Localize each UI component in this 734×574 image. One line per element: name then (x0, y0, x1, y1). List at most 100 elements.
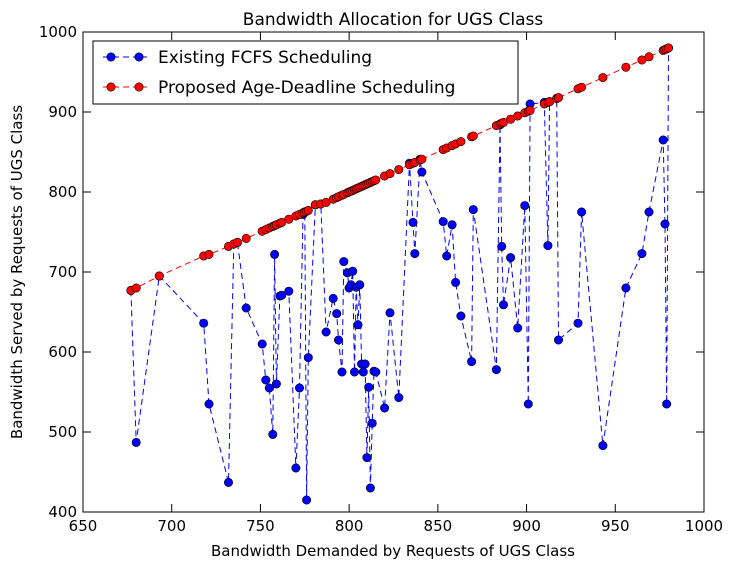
plot-series (126, 43, 673, 505)
legend-label: Existing FCFS Scheduling (158, 48, 372, 68)
data-point (577, 207, 587, 217)
data-point (241, 233, 251, 243)
data-point (270, 249, 280, 259)
legend-marker (106, 52, 116, 62)
data-point (131, 283, 141, 293)
data-point (371, 367, 381, 377)
x-tick-label: 900 (512, 517, 541, 535)
data-point (385, 169, 395, 179)
data-point (294, 383, 304, 393)
data-point (660, 219, 670, 229)
x-tick-label: 1000 (685, 517, 723, 535)
y-axis-label: Bandwidth Served by Requests of UGS Clas… (8, 105, 26, 439)
legend-item: Existing FCFS Scheduling (103, 48, 372, 68)
data-point (513, 323, 523, 333)
data-point (353, 320, 363, 330)
data-point (447, 220, 457, 230)
plot-frame (82, 31, 705, 513)
x-axis-label: Bandwidth Demanded by Requests of UGS Cl… (211, 542, 575, 560)
data-point (451, 277, 461, 287)
x-tick-label: 950 (601, 517, 630, 535)
data-point (497, 241, 507, 251)
series-fcfs (126, 43, 673, 505)
x-tick-label: 850 (424, 517, 453, 535)
y-tick-label: 900 (48, 103, 77, 121)
y-tick-label: 1000 (39, 23, 77, 41)
x-tick-label: 750 (246, 517, 275, 535)
data-point (355, 280, 365, 290)
data-point (261, 375, 271, 385)
series-line (130, 47, 669, 501)
data-point (553, 335, 563, 345)
data-point (131, 437, 141, 447)
data-point (553, 93, 563, 103)
data-point (467, 357, 477, 367)
data-point (662, 399, 672, 409)
data-point (598, 73, 608, 83)
data-point (362, 453, 372, 463)
x-tick-label: 800 (335, 517, 364, 535)
data-point (663, 43, 673, 53)
y-tick-label: 500 (48, 423, 77, 441)
legend-item: Proposed Age-Deadline Scheduling (103, 78, 455, 98)
axis-ticks: 650 700 750 800 850 900 950 1000 400 500 600 700 800… (39, 23, 723, 535)
data-point (468, 205, 478, 215)
data-point (199, 318, 209, 328)
legend-label: Proposed Age-Deadline Scheduling (158, 78, 455, 98)
data-point (456, 137, 466, 147)
data-point (442, 251, 452, 261)
data-point (204, 249, 214, 259)
data-point (328, 293, 338, 303)
data-point (277, 290, 287, 300)
data-point (644, 207, 654, 217)
data-point (491, 365, 501, 375)
data-point (257, 339, 267, 349)
data-point (321, 327, 331, 337)
data-point (408, 217, 418, 227)
data-point (621, 283, 631, 293)
data-point (644, 52, 654, 62)
data-point (520, 201, 530, 211)
data-point (204, 399, 214, 409)
data-point (224, 477, 234, 487)
data-point (410, 249, 420, 259)
data-point (333, 335, 343, 345)
data-point (543, 241, 553, 251)
data-point (232, 237, 242, 247)
data-point (349, 367, 359, 377)
data-point (394, 393, 404, 403)
data-point (291, 463, 301, 473)
data-point (339, 257, 349, 267)
data-point (417, 154, 427, 164)
legend: Existing FCFS Scheduling Proposed Age-Dea… (92, 40, 519, 105)
data-point (303, 353, 313, 363)
x-tick-label: 700 (157, 517, 186, 535)
series-age-deadline (126, 43, 673, 295)
data-point (506, 253, 516, 263)
data-point (417, 167, 427, 177)
y-tick-label: 600 (48, 343, 77, 361)
legend-marker (106, 82, 116, 92)
data-point (498, 300, 508, 310)
data-point (332, 309, 342, 319)
data-point (271, 379, 281, 389)
data-point (284, 286, 294, 296)
data-point (367, 418, 377, 428)
data-point (577, 82, 587, 92)
y-tick-label: 700 (48, 263, 77, 281)
data-point (385, 308, 395, 318)
y-tick-label: 800 (48, 183, 77, 201)
legend-box (92, 40, 519, 105)
data-point (358, 367, 368, 377)
data-point (468, 131, 478, 141)
data-point (268, 429, 278, 439)
data-point (302, 495, 312, 505)
data-point (303, 205, 313, 215)
data-point (348, 266, 358, 276)
data-point (523, 399, 533, 409)
legend-marker (134, 82, 144, 92)
data-point (154, 271, 164, 281)
data-point (365, 483, 375, 493)
data-point (394, 165, 404, 175)
